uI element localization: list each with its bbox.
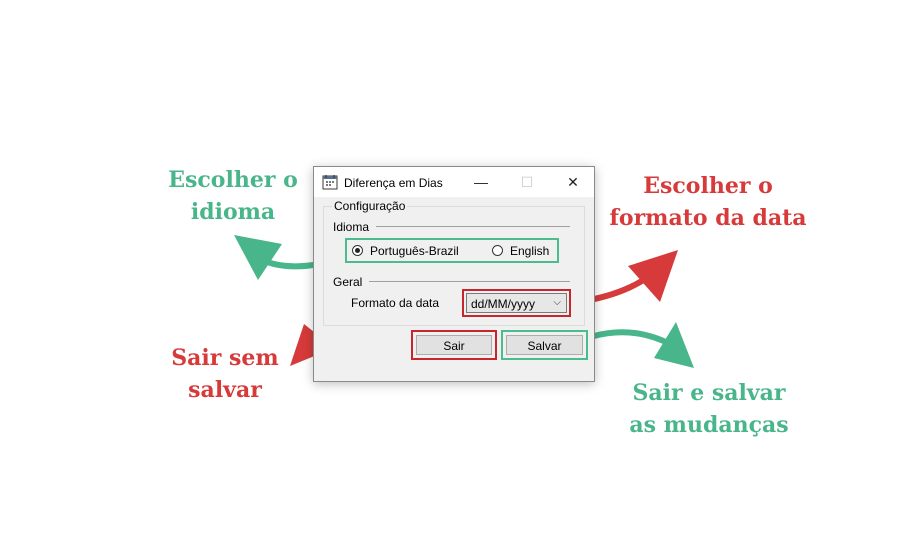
maximize-button[interactable]: ☐ bbox=[520, 174, 534, 190]
radio-portuguese-label[interactable]: Português-Brazil bbox=[370, 244, 459, 258]
general-separator bbox=[369, 281, 570, 282]
date-format-label: Formato da data bbox=[351, 296, 440, 310]
window-title: Diferença em Dias bbox=[344, 176, 443, 190]
annotation-exit-no-save: Sair sem salvar bbox=[171, 345, 279, 403]
arrow-exit-save-head bbox=[654, 322, 694, 368]
chevron-down-icon: ⌵ bbox=[553, 297, 561, 308]
exit-button-highlight: Sair bbox=[411, 330, 497, 360]
close-button[interactable]: ✕ bbox=[567, 174, 579, 190]
date-format-highlight: dd/MM/yyyy ⌵ bbox=[462, 289, 571, 317]
calendar-app-icon bbox=[322, 175, 338, 190]
date-format-value: dd/MM/yyyy bbox=[471, 297, 536, 311]
language-section-label: Idioma bbox=[333, 220, 370, 234]
language-separator bbox=[376, 226, 570, 227]
arrow-language-head bbox=[234, 235, 282, 280]
language-options-highlight bbox=[345, 238, 559, 263]
settings-window: Diferença em Dias — ☐ ✕ Configuração Idi… bbox=[313, 166, 595, 382]
radio-portuguese[interactable] bbox=[352, 245, 363, 256]
radio-english-label[interactable]: English bbox=[510, 244, 550, 258]
arrow-exit-save bbox=[591, 329, 683, 353]
radio-english[interactable] bbox=[492, 245, 503, 256]
group-title: Configuração bbox=[332, 199, 408, 213]
annotation-language: Escolher o idioma bbox=[168, 167, 298, 225]
title-bar[interactable]: Diferença em Dias — ☐ ✕ bbox=[314, 167, 594, 197]
save-button[interactable]: Salvar bbox=[506, 335, 583, 355]
arrow-date-format-head bbox=[628, 250, 678, 302]
annotation-exit-save: Sair e salvar as mudanças bbox=[629, 380, 789, 438]
settings-group bbox=[323, 206, 585, 326]
minimize-button[interactable]: — bbox=[474, 174, 488, 190]
annotation-date-format: Escolher o formato da data bbox=[609, 173, 807, 231]
exit-button[interactable]: Sair bbox=[416, 335, 492, 355]
save-button-highlight: Salvar bbox=[501, 330, 588, 360]
general-section-label: Geral bbox=[333, 275, 363, 289]
date-format-select[interactable]: dd/MM/yyyy ⌵ bbox=[466, 293, 567, 313]
